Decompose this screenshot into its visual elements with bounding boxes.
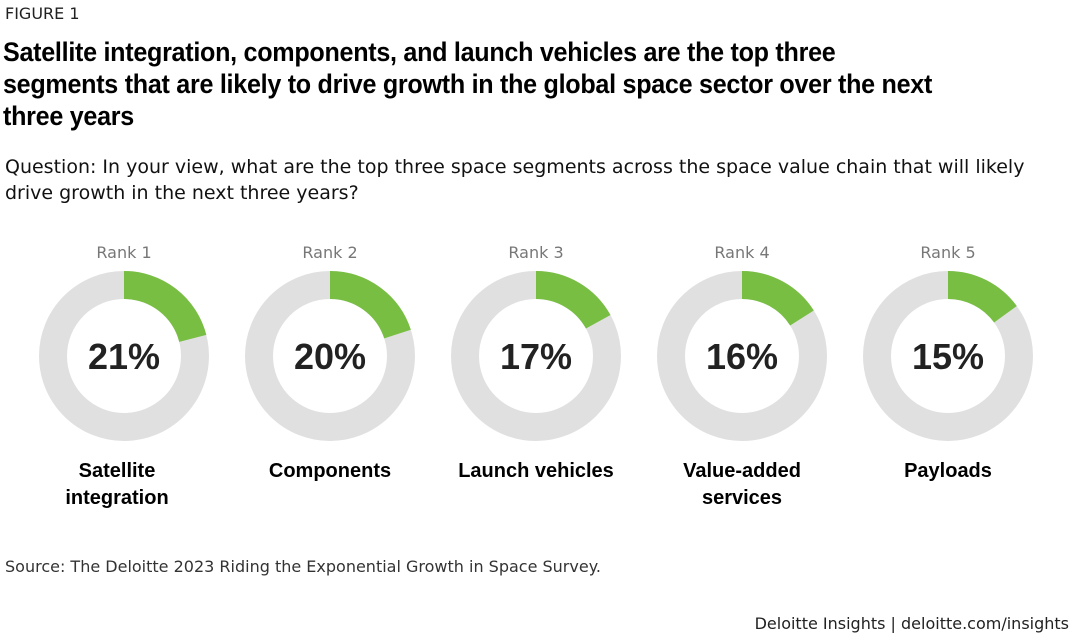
value-label: 17% [500, 336, 572, 377]
credit: Deloitte Insights | deloitte.com/insight… [754, 614, 1069, 633]
donut-value-arc [535, 271, 611, 330]
rank-label: Rank 2 [302, 243, 358, 262]
donut-value-arc [329, 271, 411, 339]
category-label: Launch vehicles [458, 460, 614, 482]
figure-label: FIGURE 1 [5, 4, 80, 23]
value-label: 20% [294, 336, 366, 377]
category-label: Payloads [904, 460, 992, 482]
category-label: Components [268, 460, 392, 482]
donut-4: 16% [657, 271, 827, 441]
rank-label: Rank 3 [508, 243, 564, 262]
donut-value-arc [947, 271, 1017, 323]
donut-1: 21% [39, 271, 209, 441]
rank-label: Rank 4 [714, 243, 770, 262]
rank-label: Rank 1 [96, 243, 152, 262]
chart-title: Satellite integration, components, and l… [3, 37, 933, 131]
donut-2: 20% [245, 271, 415, 441]
rank-label: Rank 5 [920, 243, 976, 262]
category-label: Value-added services [683, 460, 801, 509]
category-label: Satellite integration [65, 460, 169, 509]
chart-subtitle: Question: In your view, what are the top… [5, 156, 1025, 204]
value-label: 15% [912, 336, 984, 377]
value-label: 16% [706, 336, 778, 377]
donut-value-arc [741, 271, 814, 326]
donut-3: 17% [451, 271, 621, 441]
source-note: Source: The Deloitte 2023 Riding the Exp… [5, 557, 601, 576]
donut-5: 15% [863, 271, 1033, 441]
donut-value-arc [123, 271, 207, 343]
value-label: 21% [88, 336, 160, 377]
